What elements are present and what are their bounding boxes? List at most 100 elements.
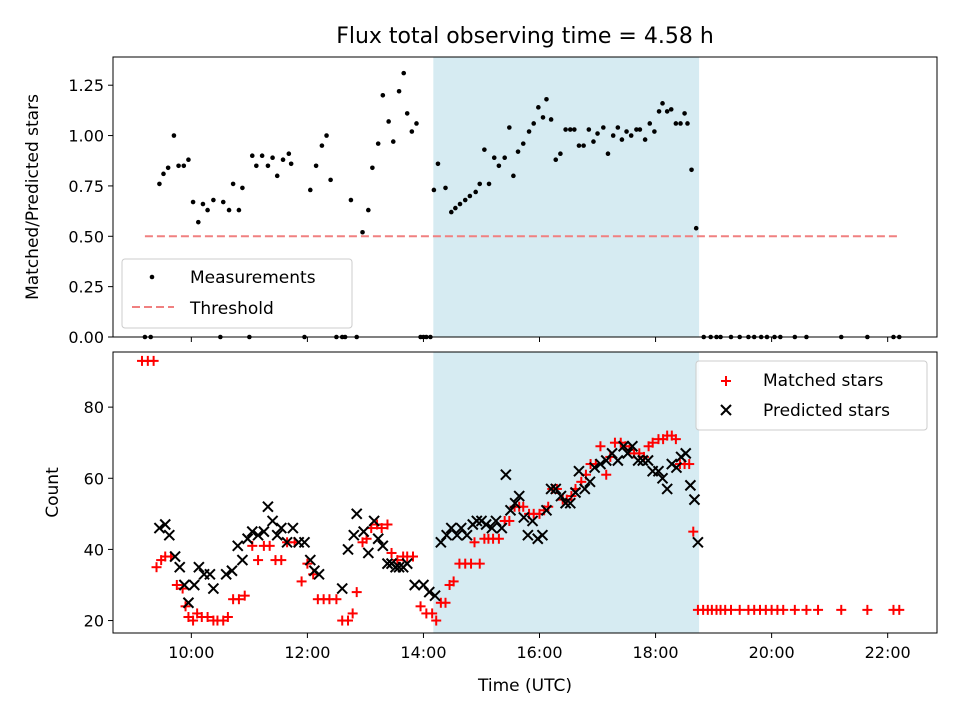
predicted-star-point	[258, 525, 270, 538]
predicted-star-point	[342, 543, 354, 556]
predicted-star-point	[617, 440, 630, 452]
measurement-point	[624, 129, 629, 134]
measurement-point	[656, 109, 662, 114]
legend-marker-matched	[721, 376, 731, 386]
measurement-point	[386, 119, 391, 124]
matched-star-point	[151, 562, 162, 573]
predicted-star-point	[409, 579, 421, 591]
matched-star-point	[684, 459, 695, 470]
measurement-point	[435, 161, 441, 167]
measurement-point	[581, 143, 586, 148]
measurement-point	[591, 139, 596, 144]
measurement-point	[324, 133, 329, 138]
predicted-star-point	[188, 579, 200, 591]
predicted-star-point	[451, 529, 463, 541]
measurement-point	[548, 117, 554, 122]
measurement-point	[567, 127, 573, 132]
measurement-point	[348, 197, 354, 203]
measurement-point	[240, 185, 245, 191]
predicted-star-point	[632, 454, 644, 467]
matched-star-point	[734, 604, 745, 615]
matched-star-point	[343, 615, 354, 626]
measurement-point	[544, 97, 549, 102]
matched-star-point	[376, 523, 387, 534]
measurement-point	[634, 127, 639, 132]
measurement-point	[380, 92, 386, 98]
x-tick-label: 20:00	[749, 643, 795, 662]
measurement-point	[520, 141, 526, 146]
measurement-point	[196, 219, 201, 225]
predicted-star-point	[163, 529, 175, 541]
predicted-star-point	[688, 493, 701, 506]
measurement-point	[576, 143, 582, 148]
predicted-star-point	[357, 525, 370, 538]
predicted-star-point	[313, 568, 325, 581]
predicted-star-point	[579, 483, 591, 495]
legend-label-predicted: Predicted stars	[763, 401, 890, 421]
matched-star-point	[177, 583, 188, 594]
measurement-point	[572, 127, 577, 132]
x-tick-label: 14:00	[400, 643, 446, 662]
matched-star-point	[688, 526, 699, 537]
matched-star-point	[726, 604, 736, 615]
measurement-point	[230, 181, 236, 187]
predicted-star-point	[178, 579, 191, 591]
predicted-star-point	[504, 504, 517, 516]
predicted-star-point	[622, 447, 634, 460]
matched-star-point	[469, 537, 480, 548]
predicted-star-point	[440, 529, 453, 541]
measurement-point	[254, 163, 259, 169]
x-tick-label: 22:00	[865, 643, 911, 662]
measurement-point	[171, 133, 177, 138]
matched-star-point	[894, 604, 905, 615]
measurement-point	[319, 143, 325, 148]
predicted-star-point	[471, 515, 483, 527]
measurement-point	[673, 121, 679, 126]
measurement-point	[226, 207, 232, 213]
predicted-star-point	[564, 497, 576, 509]
measurement-point	[453, 205, 458, 211]
x-tick-label: 16:00	[516, 643, 562, 662]
measurement-point	[553, 157, 559, 163]
measurement-point	[664, 109, 670, 114]
matched-star-point	[504, 515, 515, 526]
matched-star-point	[440, 597, 451, 608]
predicted-star-point	[637, 454, 649, 467]
matched-star-point	[836, 604, 847, 615]
measurement-point	[190, 199, 196, 205]
measurement-point	[502, 155, 507, 161]
predicted-star-point	[348, 529, 360, 541]
predicted-star-point	[680, 447, 692, 460]
measurement-point	[360, 229, 365, 235]
measurement-point	[375, 141, 381, 146]
y-tick-label: 0.75	[68, 177, 104, 196]
predicted-star-point	[555, 490, 567, 502]
measurement-point	[615, 125, 621, 130]
bottom-panel: 20 40 60 80 10:00 12:00 14:00 16:00 18:00 20:00 2…	[43, 351, 938, 696]
bottom-x-axis: 10:00 12:00 14:00 16:00 18:00 20:00 22:00	[168, 633, 911, 662]
predicted-star-point	[526, 515, 539, 527]
measurement-point	[390, 139, 396, 144]
legend-box	[695, 360, 928, 431]
legend-label-matched: Matched stars	[763, 371, 883, 391]
predicted-star-point	[393, 561, 405, 573]
predicted-star-point	[670, 461, 683, 474]
measurement-point	[449, 209, 454, 215]
measurement-point	[619, 137, 625, 142]
predicted-star-point	[684, 479, 697, 492]
top-panel: 0.00 0.25 0.50 0.75 1.00 1.25 Matched/Predict…	[23, 56, 938, 347]
measurement-point	[211, 197, 216, 203]
predicted-star-point	[351, 508, 363, 520]
predicted-star-point	[232, 540, 244, 552]
measurement-point	[280, 157, 286, 163]
measurement-point	[286, 151, 292, 156]
predicted-star-point	[262, 501, 274, 513]
bottom-y-axis: 20 40 60 80	[84, 398, 113, 631]
measurement-point	[563, 127, 568, 132]
predicted-star-point	[207, 582, 220, 595]
predicted-star-point	[584, 476, 596, 488]
measurement-point	[511, 173, 516, 179]
matched-star-point	[448, 576, 459, 587]
predicted-star-point	[362, 547, 375, 559]
